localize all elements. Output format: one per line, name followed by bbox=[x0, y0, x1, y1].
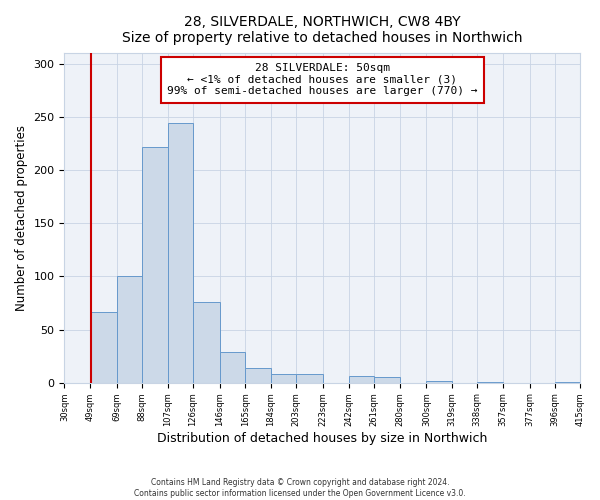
Bar bbox=[271, 374, 296, 382]
Bar bbox=[142, 147, 167, 382]
Bar bbox=[116, 276, 142, 382]
Bar bbox=[374, 378, 400, 382]
Title: 28, SILVERDALE, NORTHWICH, CW8 4BY
Size of property relative to detached houses : 28, SILVERDALE, NORTHWICH, CW8 4BY Size … bbox=[122, 15, 523, 45]
Bar bbox=[245, 368, 271, 382]
X-axis label: Distribution of detached houses by size in Northwich: Distribution of detached houses by size … bbox=[157, 432, 488, 445]
Bar bbox=[167, 124, 193, 382]
Bar bbox=[427, 380, 452, 382]
Y-axis label: Number of detached properties: Number of detached properties bbox=[15, 125, 28, 311]
Text: Contains HM Land Registry data © Crown copyright and database right 2024.
Contai: Contains HM Land Registry data © Crown c… bbox=[134, 478, 466, 498]
Text: 28 SILVERDALE: 50sqm
← <1% of detached houses are smaller (3)
99% of semi-detach: 28 SILVERDALE: 50sqm ← <1% of detached h… bbox=[167, 63, 478, 96]
Bar bbox=[193, 302, 220, 382]
Bar bbox=[220, 352, 245, 382]
Bar bbox=[296, 374, 323, 382]
Bar bbox=[349, 376, 374, 382]
Bar bbox=[90, 312, 116, 382]
